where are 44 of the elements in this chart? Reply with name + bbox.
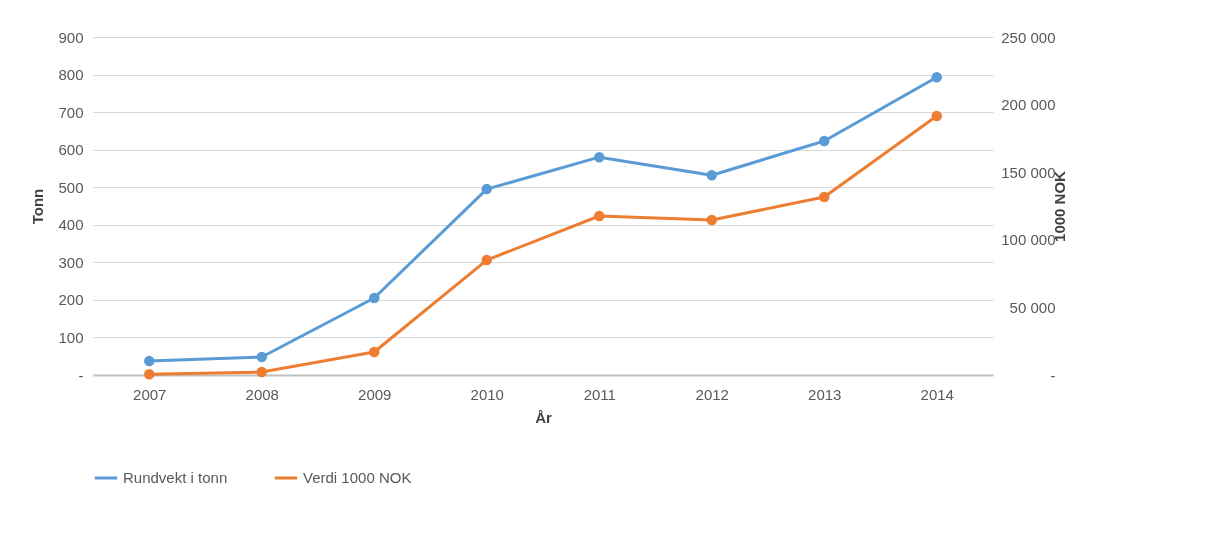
y2-tick-label: 250 000 (1001, 28, 1056, 46)
y-tick-label: 300 (58, 253, 84, 271)
point (931, 110, 942, 122)
x-tick-label: 2010 (470, 385, 504, 403)
point (144, 369, 155, 380)
legend-label: Verdi 1000 NOK (303, 469, 412, 486)
y-tick-label: 800 (58, 66, 84, 84)
legend-label: Rundvekt i tonn (123, 469, 228, 486)
point (706, 214, 717, 226)
point (256, 366, 267, 378)
point (931, 71, 942, 83)
point (819, 135, 830, 147)
y2-tick-label: 100 000 (1001, 231, 1056, 249)
point (594, 151, 605, 163)
y2-tick-label: 200 000 (1001, 96, 1056, 114)
y2-tick-label: - (1050, 366, 1056, 384)
point (706, 169, 717, 181)
point (369, 346, 380, 358)
x-tick-label: 2008 (245, 385, 279, 403)
y-tick-label: 900 (58, 28, 84, 46)
y2-tick-label: 50 000 (1009, 298, 1056, 316)
y-tick-label: 100 (58, 328, 84, 346)
y-tick-label: - (78, 366, 84, 384)
point (369, 292, 380, 304)
x-tick-label: 2007 (133, 385, 167, 403)
x-tick-label: 2011 (583, 385, 616, 403)
point (819, 191, 830, 203)
x-tick-label: 2014 (920, 385, 954, 403)
y-tick-label: 500 (58, 178, 84, 196)
y-tick-label: 400 (58, 216, 84, 234)
point (256, 351, 267, 363)
y-tick-label: 200 (58, 291, 84, 309)
x-tick-label: 2013 (808, 385, 842, 403)
x-axis-title: År (535, 408, 552, 426)
y2-tick-label: 150 000 (1001, 163, 1056, 181)
point (594, 210, 605, 222)
x-tick-label: 2009 (358, 385, 392, 403)
point (481, 183, 492, 195)
point (481, 254, 492, 266)
x-tick-label: 2012 (695, 385, 729, 403)
y-tick-label: 600 (58, 141, 84, 159)
y-axis-title: Tonn (29, 188, 47, 225)
y-tick-label: 700 (58, 103, 84, 121)
point (144, 355, 155, 367)
